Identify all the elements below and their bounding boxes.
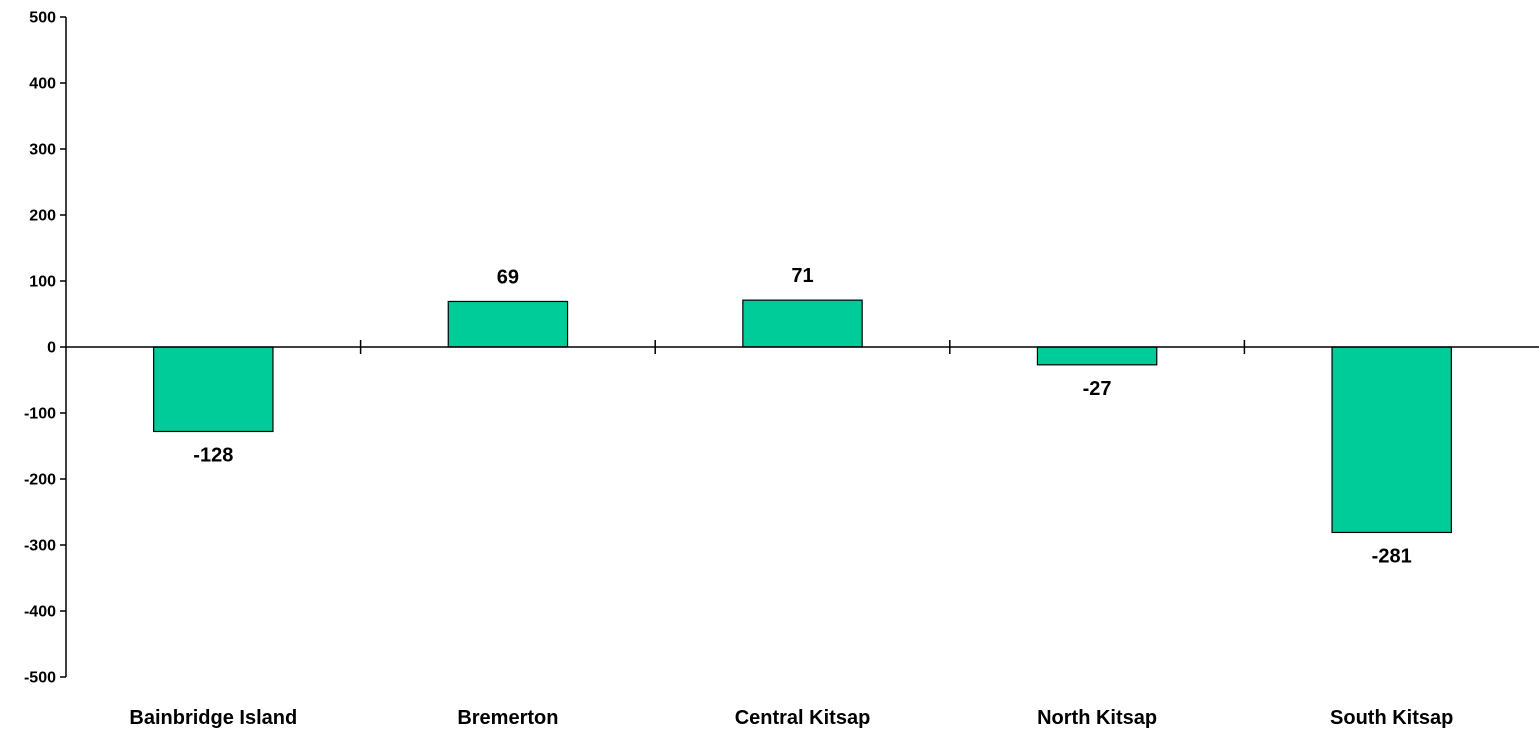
bar-4 xyxy=(1331,346,1452,534)
y-tick-label-1: 400 xyxy=(29,76,56,93)
y-tick-label-2: 300 xyxy=(29,142,56,159)
category-label-2: Central Kitsap xyxy=(735,707,871,729)
category-labels: Bainbridge Island Bremerton Central Kitsap… xyxy=(129,707,1453,729)
category-label-0: Bainbridge Island xyxy=(129,707,297,729)
y-axis-ticks xyxy=(60,16,66,678)
y-tick-label-10: -500 xyxy=(24,670,56,687)
data-label-4: -281 xyxy=(1372,545,1412,567)
category-label-1: Bremerton xyxy=(457,707,558,729)
data-labels: -128 69 71 -27 -281 xyxy=(193,265,1411,567)
y-tick-label-3: 200 xyxy=(29,208,56,225)
data-label-1: 69 xyxy=(497,266,519,288)
data-label-2: 71 xyxy=(791,265,813,287)
y-tick-label-8: -300 xyxy=(24,538,56,555)
bar-0 xyxy=(153,346,274,433)
y-axis-tick-labels: 500 400 300 200 100 0 -100 -200 -300 -400 -500 xyxy=(24,10,56,687)
y-tick-label-7: -200 xyxy=(24,472,56,489)
bar-3 xyxy=(1036,346,1158,366)
y-tick-label-9: -400 xyxy=(24,604,56,621)
y-tick-label-5: 0 xyxy=(47,340,56,357)
bars xyxy=(153,299,1452,534)
y-tick-label-6: -100 xyxy=(24,406,56,423)
category-label-3: North Kitsap xyxy=(1037,707,1157,729)
category-label-4: South Kitsap xyxy=(1330,707,1453,729)
data-label-3: -27 xyxy=(1083,378,1112,400)
bar-2 xyxy=(742,299,863,348)
y-tick-label-4: 100 xyxy=(29,274,56,291)
data-label-0: -128 xyxy=(193,444,233,466)
bar-1 xyxy=(447,300,569,348)
y-tick-label-0: 500 xyxy=(29,10,56,27)
